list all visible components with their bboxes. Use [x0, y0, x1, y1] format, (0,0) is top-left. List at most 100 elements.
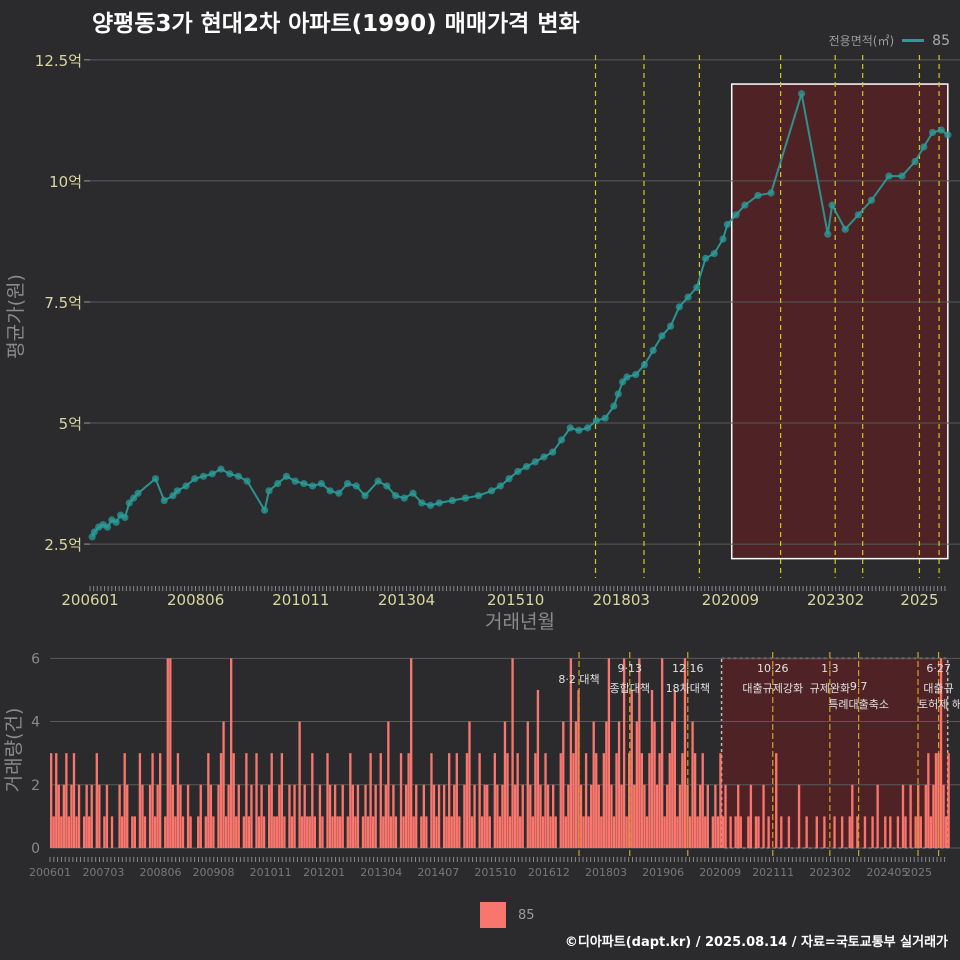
volume-bar — [554, 816, 557, 848]
volume-bar — [308, 816, 311, 848]
volume-bar — [235, 816, 238, 848]
volume-bar — [311, 753, 314, 848]
volume-bar — [889, 816, 892, 848]
x-tick-label: 200601 — [61, 591, 118, 609]
volume-bar — [901, 784, 905, 848]
volume-bar — [75, 816, 78, 848]
volume-bar — [280, 753, 284, 848]
volume-bar — [379, 753, 382, 848]
volume-bar — [77, 784, 81, 848]
volume-bar — [501, 784, 504, 848]
volume-bar — [942, 784, 945, 848]
volume-bar — [328, 784, 332, 848]
price-point — [309, 482, 317, 490]
price-point — [854, 211, 862, 219]
x-tick-label: 201011 — [272, 591, 329, 609]
volume-bar — [333, 784, 337, 848]
price-point — [448, 496, 456, 505]
volume-bar — [67, 816, 71, 848]
price-point — [557, 436, 566, 444]
volume-bar — [660, 658, 664, 848]
price-point — [361, 492, 369, 500]
volume-bar — [50, 753, 53, 848]
volume-bar — [217, 784, 220, 848]
volume-y-tick-label: 0 — [31, 841, 40, 857]
y-tick-label: 2.5억 — [44, 536, 82, 554]
price-point — [658, 332, 666, 340]
x-tick-label: 201510 — [487, 591, 544, 609]
volume-bar — [848, 816, 851, 848]
volume-bar — [577, 689, 580, 848]
legend-item-85: 85 — [932, 32, 950, 49]
volume-bar — [199, 784, 202, 848]
price-point — [649, 346, 657, 354]
price-point — [90, 528, 98, 536]
volume-bar — [739, 816, 742, 848]
policy-annotation-date: 1·3 — [821, 662, 839, 675]
volume-bar — [721, 816, 725, 848]
volume-bar — [503, 721, 507, 848]
volume-x-tick-label: 202302 — [809, 866, 851, 879]
price-point — [352, 482, 360, 490]
volume-bar — [486, 784, 489, 848]
legend-top: 전용면적(㎡) 85 — [829, 32, 950, 49]
volume-bar — [230, 658, 233, 848]
price-point — [274, 479, 282, 488]
volume-x-tick-label: 200703 — [82, 866, 124, 879]
volume-bar — [366, 816, 370, 848]
volume-bar — [704, 816, 707, 848]
volume-bar — [290, 816, 294, 848]
volume-bar — [255, 753, 258, 848]
price-point — [841, 225, 849, 233]
price-point — [391, 492, 400, 500]
volume-bar — [432, 784, 436, 848]
volume-bar — [105, 784, 109, 848]
volume-bar — [153, 816, 157, 848]
price-point — [640, 361, 649, 369]
x-axis-title: 거래년월 — [485, 611, 555, 633]
x-tick-label: 2025 — [900, 591, 938, 609]
volume-bar — [595, 753, 598, 848]
volume-y-tick-label: 2 — [31, 778, 40, 794]
price-point — [797, 90, 806, 98]
volume-bar — [138, 753, 142, 848]
volume-bar — [463, 784, 466, 848]
volume-bar — [222, 721, 225, 848]
price-point — [701, 254, 710, 262]
price-point — [824, 230, 832, 238]
policy-annotation-label: 종합대책 — [610, 682, 650, 695]
price-point — [234, 472, 243, 480]
volume-bar — [673, 689, 676, 848]
volume-bar — [534, 753, 537, 848]
volume-bar — [133, 816, 136, 848]
price-point — [732, 211, 740, 219]
volume-y-tick-label: 4 — [31, 715, 40, 731]
volume-bar — [856, 816, 859, 848]
volume-bar — [207, 753, 210, 848]
volume-bar — [354, 816, 357, 848]
volume-bar — [120, 816, 124, 848]
volume-bar — [227, 784, 230, 848]
price-point — [614, 390, 622, 398]
price-point — [828, 201, 836, 209]
volume-bar — [123, 753, 126, 848]
volume-bar — [262, 816, 266, 848]
volume-bar — [141, 784, 144, 848]
volume-bar — [493, 753, 496, 848]
volume-bar — [90, 784, 93, 848]
volume-bar — [612, 816, 616, 848]
volume-bar — [549, 816, 552, 848]
price-point — [317, 479, 325, 488]
price-point — [719, 235, 727, 243]
price-point — [169, 492, 177, 500]
volume-bar — [425, 816, 428, 848]
volume-bar — [780, 816, 783, 848]
volume-bar — [242, 816, 246, 848]
legend-bottom: 85 — [480, 902, 535, 928]
legend-bottom-item: 85 — [518, 907, 535, 923]
volume-bar — [516, 753, 519, 848]
policy-annotation-label: 18차대책 — [666, 682, 710, 695]
volume-y-axis-title: 거래량(건) — [3, 708, 25, 793]
volume-bar — [871, 816, 874, 848]
y-tick-label: 12.5억 — [35, 52, 82, 70]
